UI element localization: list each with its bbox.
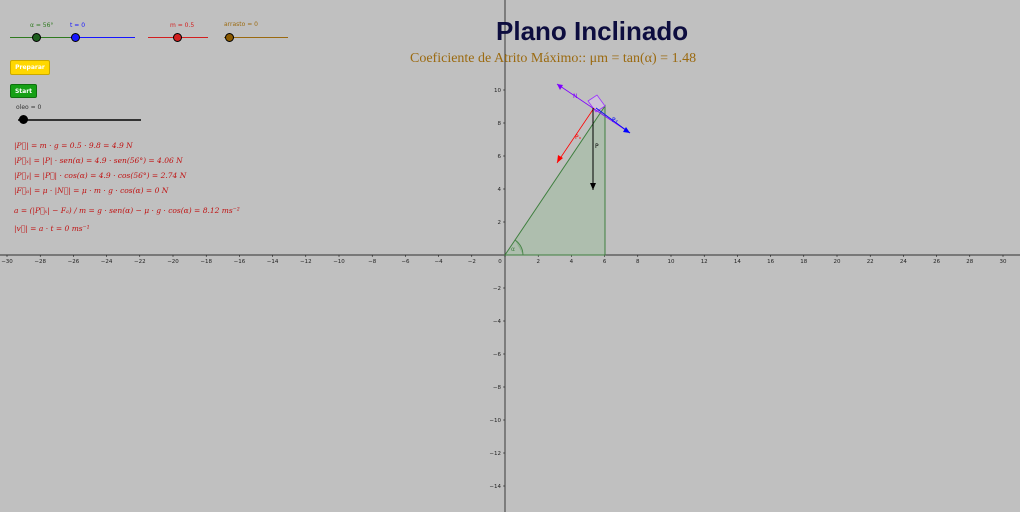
- x-tick-label: 20: [834, 259, 841, 265]
- t-slider-knob[interactable]: [71, 33, 80, 42]
- x-tick-label: −18: [200, 259, 212, 265]
- x-tick-label: −12: [300, 259, 312, 265]
- y-tick-label: −14: [489, 484, 501, 490]
- arrasto-slider-track[interactable]: [224, 37, 288, 38]
- arrasto-slider-knob[interactable]: [225, 33, 234, 42]
- x-tick-label: 10: [668, 259, 675, 265]
- t-slider-label: t = 0: [70, 22, 86, 29]
- x-tick-label: −4: [435, 259, 444, 265]
- x-tick-label: −6: [401, 259, 410, 265]
- x-tick-label: 6: [603, 259, 607, 265]
- axis-ticks: −30 −28 −26 −24 −22 −20 −18 −16 −14 −12 −10 −8 −6 −4−…: [1, 88, 1007, 490]
- x-tick-label: −14: [267, 259, 279, 265]
- x-tick-label: 18: [800, 259, 807, 265]
- x-tick-label: −30: [1, 259, 13, 265]
- page-title: Plano Inclinado: [496, 16, 689, 46]
- y-tick-label: 2: [498, 220, 502, 226]
- x-tick-label: −20: [167, 259, 179, 265]
- angle-arc: [514, 239, 524, 256]
- x-tick-label: 0: [498, 259, 502, 265]
- x-tick-label: −8: [368, 259, 377, 265]
- y-tick-label: −8: [493, 385, 502, 391]
- x-tick-label: 30: [1000, 259, 1007, 265]
- max-friction-coefficient: Coeficiente de Atrito Máximo:: μm = tan(…: [410, 51, 697, 66]
- y-tick-label: 10: [494, 88, 501, 94]
- formula-px: |P⃗ₓ| = |P| · sen(α) = 4.9 · sen(56°) = …: [14, 156, 183, 165]
- angle-label: α: [511, 246, 515, 253]
- x-tick-label: 14: [734, 259, 741, 265]
- px-vector: [556, 107, 595, 164]
- oleo-slider-label: oleo = 0: [16, 104, 42, 111]
- alpha-slider[interactable]: α = 56°: [10, 22, 70, 44]
- x-tick-label: 4: [570, 259, 574, 265]
- oleo-slider[interactable]: oleo = 0: [16, 104, 141, 126]
- py-arrowhead: [623, 127, 630, 133]
- m-slider-knob[interactable]: [173, 33, 182, 42]
- x-tick-label: 24: [900, 259, 907, 265]
- oleo-slider-knob[interactable]: [19, 115, 28, 124]
- px-arrowhead: [557, 155, 563, 163]
- alpha-slider-knob[interactable]: [32, 33, 41, 42]
- x-tick-label: 28: [966, 259, 973, 265]
- y-tick-label: −12: [489, 451, 501, 457]
- x-tick-label: 2: [536, 259, 540, 265]
- px-label: Pₓ: [575, 134, 582, 141]
- preparar-button[interactable]: Preparar: [10, 60, 50, 75]
- t-slider-track[interactable]: [70, 37, 135, 38]
- formula-friction: |F⃗ₐ| = μ · |N⃗| = μ · m · g · cos(α) = …: [14, 186, 169, 195]
- x-tick-label: 8: [636, 259, 640, 265]
- x-tick-label: 12: [701, 259, 708, 265]
- x-tick-label: −2: [468, 259, 476, 265]
- py-label: Pᵧ: [612, 117, 619, 124]
- normal-label: N: [573, 93, 578, 100]
- m-slider-label: m = 0.5: [170, 22, 195, 29]
- formula-py: |P⃗ᵧ| = |P⃗| · cos(α) = 4.9 · cos(56°) =…: [14, 171, 187, 180]
- x-tick-label: 26: [933, 259, 940, 265]
- y-tick-label: 4: [498, 187, 502, 193]
- y-tick-label: −6: [493, 352, 502, 358]
- x-tick-label: 16: [767, 259, 774, 265]
- oleo-slider-track[interactable]: [18, 119, 141, 121]
- y-tick-label: −10: [489, 418, 501, 424]
- x-tick-label: −28: [34, 259, 46, 265]
- arrasto-slider[interactable]: arrasto = 0: [224, 21, 288, 44]
- formula-weight: |P⃗| = m · g = 0.5 · 9.8 = 4.9 N: [14, 141, 133, 150]
- x-tick-label: 22: [867, 259, 874, 265]
- x-tick-label: −24: [101, 259, 113, 265]
- alpha-slider-label: α = 56°: [30, 22, 54, 29]
- t-slider[interactable]: t = 0: [70, 22, 135, 44]
- x-tick-label: −10: [333, 259, 345, 265]
- m-slider[interactable]: m = 0.5: [148, 22, 208, 44]
- arrasto-slider-label: arrasto = 0: [224, 21, 258, 28]
- y-tick-label: 8: [498, 121, 502, 127]
- gravity-label: P: [595, 143, 599, 150]
- incline-triangle: [504, 104, 606, 256]
- formula-velocity: |v⃗| = a · t = 0 ms⁻¹: [14, 224, 90, 233]
- normal-arrowhead: [557, 84, 563, 90]
- y-tick-label: −4: [493, 319, 502, 325]
- x-tick-label: −16: [234, 259, 246, 265]
- y-tick-label: 6: [498, 154, 502, 160]
- formula-acceleration: a = (|P⃗ₓ| − Fₐ) / m = g · sen(α) − μ · …: [14, 206, 240, 215]
- gravity-arrowhead: [590, 183, 596, 190]
- x-tick-label: −22: [134, 259, 146, 265]
- start-button[interactable]: Start: [10, 84, 37, 98]
- y-tick-label: −2: [493, 286, 501, 292]
- py-vector: [595, 107, 631, 134]
- x-tick-label: −26: [68, 259, 80, 265]
